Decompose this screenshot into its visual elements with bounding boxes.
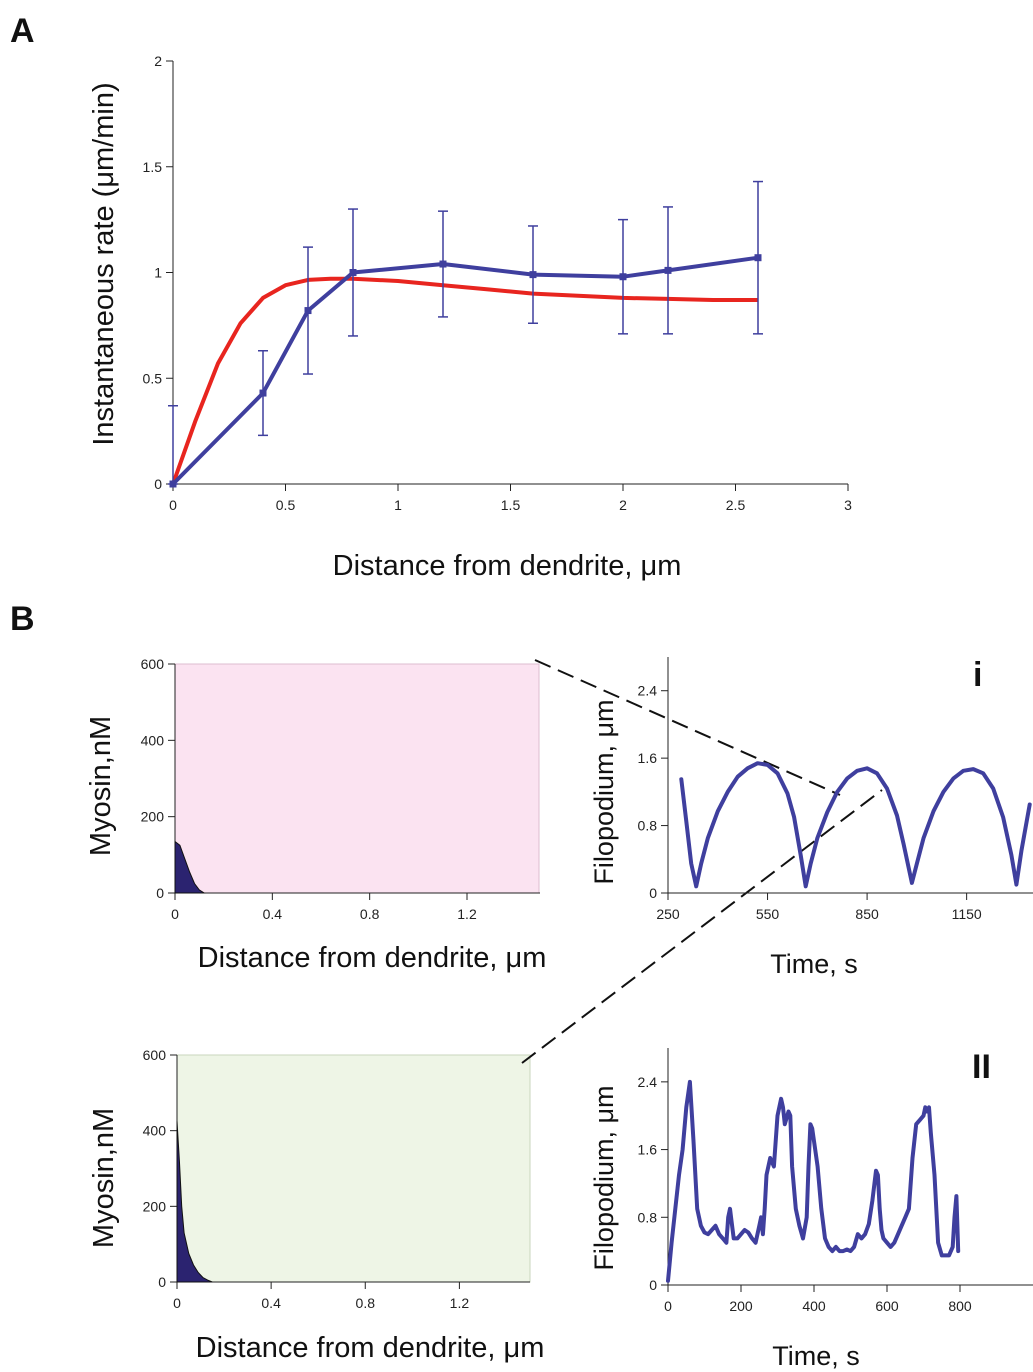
chart-a-data-point [169, 480, 177, 488]
chart-a-data-point [259, 389, 267, 397]
myosin-ii-background [176, 1054, 531, 1283]
chart-b-i-myosin-y-label: Myosin,nM [85, 716, 117, 856]
chart-b-ii-myosin-axes: 0 0.4 0.8 1.2 0 200 400 600 [143, 1047, 530, 1311]
chart-b-i-filopodium-x-label: Time, s [770, 949, 858, 979]
chart-b-i-filopodium-x-tick-label: 850 [855, 906, 879, 922]
chart-a-data-line [171, 255, 759, 486]
chart-b-ii-myosin-y-tick-label: 400 [143, 1123, 167, 1139]
panel-label-ii: II [972, 1048, 991, 1086]
chart-b-ii-filopodium-y-tick-label: 2.4 [638, 1074, 658, 1090]
chart-a-x-tick-label: 3 [844, 497, 852, 513]
chart-b-ii-myosin-y-label: Myosin,nM [88, 1108, 120, 1248]
chart-a-x-tick-label: 2 [619, 497, 627, 513]
chart-a-y-tick-label: 0 [154, 476, 162, 492]
chart-b-i-myosin-y-tick-label: 0 [156, 885, 164, 901]
chart-b-ii-myosin-y-tick-label: 200 [143, 1198, 167, 1214]
panel-label-b: B [10, 600, 35, 638]
chart-b-ii-myosin-area [176, 1121, 213, 1283]
chart-a-y-tick-label: 1 [154, 265, 162, 281]
chart-marks [168, 180, 1032, 1283]
chart-a-data-point [619, 273, 627, 281]
chart-b-ii-filopodium-x-tick-label: 0 [664, 1298, 672, 1314]
chart-a-x-tick-label: 0 [169, 497, 177, 513]
zoom-connector-upper [534, 659, 841, 796]
chart-b-ii-filopodium-axes: 0 200 400 600 800 0 0.8 1.6 2.4 [638, 1048, 1033, 1314]
chart-a-y-tick-label: 1.5 [143, 159, 163, 175]
chart-a-x-tick-label: 2.5 [726, 497, 746, 513]
chart-b-i-filopodium-line [679, 761, 1032, 889]
chart-a-model-line [171, 276, 758, 485]
chart-b-ii-myosin-x-tick-label: 0.8 [356, 1295, 376, 1311]
chart-b-ii-myosin-x-tick-label: 0 [173, 1295, 181, 1311]
chart-a-y-label: Instantaneous rate (μm/min) [88, 82, 120, 445]
chart-b-i-myosin-area [174, 840, 206, 894]
chart-a-y-tick-label: 2 [154, 53, 162, 69]
chart-a-data-point [304, 307, 312, 315]
chart-b-ii-filopodium-x-tick-label: 400 [802, 1298, 826, 1314]
chart-b-ii-filopodium-line [666, 1079, 961, 1283]
chart-b-i-myosin-x-tick-label: 0.8 [360, 906, 380, 922]
chart-b-ii-filopodium-x-tick-label: 200 [729, 1298, 753, 1314]
chart-b-i-myosin-x-tick-label: 1.2 [457, 906, 477, 922]
chart-a-data-point [439, 260, 447, 268]
chart-b-i-myosin-x-label: Distance from dendrite, μm [198, 942, 547, 974]
chart-b-i-filopodium-x-tick-label: 250 [656, 906, 680, 922]
chart-b-i-myosin-y-tick-label: 200 [141, 809, 165, 825]
chart-a-data-point [754, 254, 762, 262]
chart-b-i-myosin-y-tick-label: 400 [141, 732, 165, 748]
chart-b-ii-filopodium-x-tick-label: 600 [875, 1298, 899, 1314]
chart-b-i-filopodium-x-tick-label: 1150 [952, 906, 982, 922]
zoom-connector-lower [521, 789, 883, 1064]
chart-a-x-tick-label: 0.5 [276, 497, 296, 513]
chart-a-data-point [349, 269, 357, 276]
chart-b-ii-filopodium-x-label: Time, s [772, 1341, 860, 1371]
chart-b-i-myosin-y-tick-label: 600 [141, 656, 165, 672]
chart-b-i-myosin-x-tick-label: 0 [171, 906, 179, 922]
panel-label-a: A [10, 12, 35, 50]
chart-b-ii-myosin-y-tick-label: 0 [158, 1274, 166, 1290]
chart-a-axes: 0 0.5 1 1.5 2 2.5 3 0 0.5 1 1.5 2 [143, 53, 853, 513]
panel-label-i: i [973, 656, 982, 694]
chart-b-i-filopodium-y-tick-label: 0 [649, 885, 657, 901]
chart-b-i-myosin-x-tick-label: 0.4 [263, 906, 283, 922]
chart-b-ii-filopodium-y-tick-label: 0.8 [638, 1209, 658, 1225]
chart-b-ii-myosin-y-tick-label: 600 [143, 1047, 167, 1063]
chart-b-ii-filopodium-y-tick-label: 1.6 [638, 1142, 658, 1158]
chart-a-data-point [664, 266, 672, 274]
chart-b-i-filopodium-y-tick-label: 0.8 [638, 818, 658, 834]
chart-b-i-filopodium-y-label: Filopodium, μm [589, 699, 619, 884]
chart-b-ii-filopodium-x-tick-label: 800 [948, 1298, 972, 1314]
chart-b-i-filopodium-y-tick-label: 1.6 [638, 750, 658, 766]
chart-b-ii-filopodium-y-label: Filopodium, μm [589, 1085, 619, 1270]
chart-a-y-tick-label: 0.5 [143, 370, 163, 386]
chart-b-i-filopodium-x-tick-label: 550 [756, 906, 780, 922]
chart-b-ii-myosin-x-label: Distance from dendrite, μm [196, 1332, 545, 1364]
chart-b-i-filopodium-y-tick-label: 2.4 [638, 683, 658, 699]
chart-a-x-tick-label: 1.5 [501, 497, 521, 513]
chart-a-x-tick-label: 1 [394, 497, 402, 513]
chart-a-x-label: Distance from dendrite, μm [333, 550, 682, 582]
chart-b-ii-myosin-x-tick-label: 0.4 [261, 1295, 281, 1311]
chart-b-i-myosin-axes: 0 0.4 0.8 1.2 0 200 400 600 [141, 656, 540, 922]
myosin-i-background [174, 663, 540, 894]
chart-b-ii-filopodium-y-tick-label: 0 [649, 1277, 657, 1293]
chart-a-data-point [529, 271, 537, 279]
chart-b-i-filopodium-axes: 250 550 850 1150 0 0.8 1.6 2.4 [638, 657, 1033, 922]
chart-b-ii-myosin-x-tick-label: 1.2 [450, 1295, 470, 1311]
